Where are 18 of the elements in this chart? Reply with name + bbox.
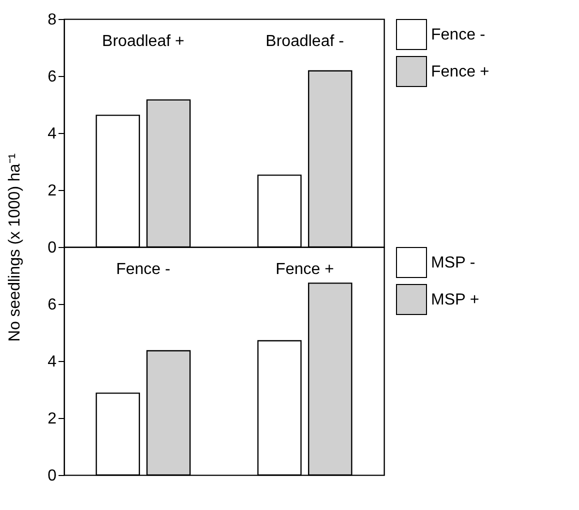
legend-label: Fence +: [431, 64, 490, 80]
legend-label: Fence -: [431, 26, 486, 44]
y-tick-label: 4: [48, 126, 57, 142]
y-tick-label: 2: [48, 182, 57, 200]
category-label: Fence -: [116, 261, 170, 278]
y-tick-label: 6: [48, 68, 57, 86]
y-tick-label: 0: [48, 240, 57, 256]
category-label: Broadleaf -: [266, 33, 344, 50]
legend-label: MSP +: [431, 292, 480, 308]
category-label: Broadleaf +: [102, 33, 184, 50]
y-tick-label: 0: [48, 468, 57, 484]
y-tick-label: 8: [48, 12, 57, 28]
category-label: Fence +: [276, 261, 334, 278]
y-tick-label: 2: [48, 410, 57, 428]
y-axis-title: No seedlings (x 1000) ha⁻¹: [6, 153, 24, 342]
y-tick-label: 4: [48, 354, 57, 370]
y-tick-label: 6: [48, 296, 57, 314]
legend-label: MSP -: [431, 254, 476, 272]
